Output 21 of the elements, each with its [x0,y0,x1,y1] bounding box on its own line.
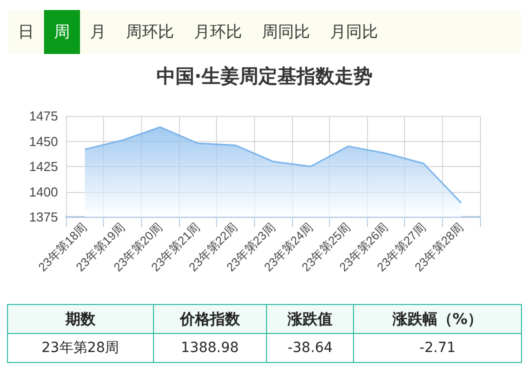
y-tick-label: 1450 [29,134,58,149]
text: 1388.98 [153,334,267,362]
y-tick-label: 1375 [29,210,58,224]
y-tick-label: 1425 [29,159,58,174]
text: 周同比 [261,21,311,43]
text: 周 [44,10,80,54]
text: 期数 [8,304,154,334]
text: -38.64 [266,334,354,362]
text: 涨跌幅（%） [354,304,522,334]
text: 月同比 [329,21,379,43]
text: 周环比 [125,21,175,43]
y-tick-label: 1475 [29,108,58,124]
chart-title: 中国·生姜周定基指数走势 [156,66,373,88]
text: 月 [89,21,107,43]
text: 23年第28周 [8,334,154,362]
text: 价格指数 [153,304,267,334]
text: 日 [17,21,35,43]
y-tick-label: 1400 [29,184,58,200]
text: -2.71 [354,334,522,362]
text: 月环比 [193,21,243,43]
text: 涨跌值 [266,304,354,334]
